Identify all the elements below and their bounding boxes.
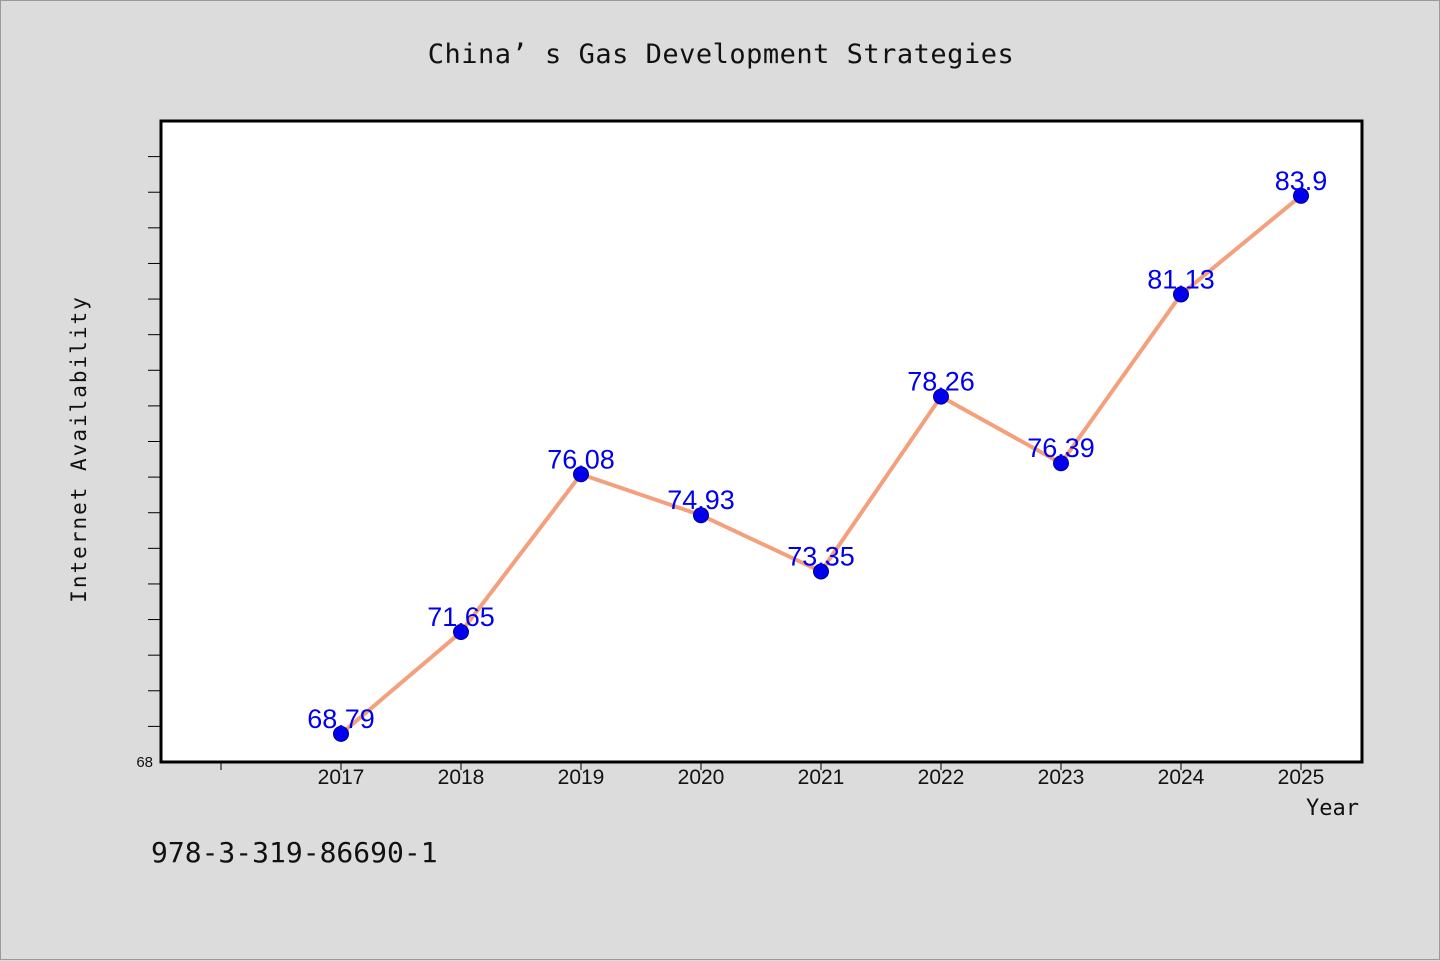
x-tick-label: 2017 xyxy=(318,766,365,789)
data-label: 68.79 xyxy=(307,704,375,734)
data-point xyxy=(813,563,829,580)
data-point xyxy=(453,624,469,641)
footer-code: 978-3-319-86690-1 xyxy=(151,836,438,869)
data-point xyxy=(333,725,349,742)
data-point xyxy=(1053,455,1069,472)
x-tick-label: 2021 xyxy=(798,766,845,789)
plot-area xyxy=(159,119,1364,764)
data-point xyxy=(573,466,589,483)
data-label: 73.35 xyxy=(787,541,855,571)
data-point xyxy=(933,388,949,405)
x-tick-label: 2018 xyxy=(438,766,485,789)
data-point xyxy=(693,507,709,524)
x-tick-label: 2023 xyxy=(1038,766,1085,789)
data-label: 78.26 xyxy=(907,367,975,397)
y-tick-label: 68 xyxy=(136,754,153,771)
data-point xyxy=(1173,286,1189,303)
x-tick-label: 2022 xyxy=(918,766,965,789)
data-label: 76.39 xyxy=(1027,433,1095,463)
data-label: 81.13 xyxy=(1147,264,1215,294)
x-axis-label: Year xyxy=(1306,796,1359,821)
x-tick-label: 2025 xyxy=(1278,766,1325,789)
data-point xyxy=(1293,187,1309,204)
x-tick-label: 2024 xyxy=(1158,766,1205,789)
x-tick-label: 2020 xyxy=(678,766,725,789)
data-label: 76.08 xyxy=(547,444,615,474)
data-label: 71.65 xyxy=(427,602,495,632)
data-label: 74.93 xyxy=(667,485,735,515)
chart-title: China’ s Gas Development Strategies xyxy=(427,39,1015,70)
data-label: 83.9 xyxy=(1275,166,1328,196)
x-tick-label: 2019 xyxy=(558,766,605,789)
